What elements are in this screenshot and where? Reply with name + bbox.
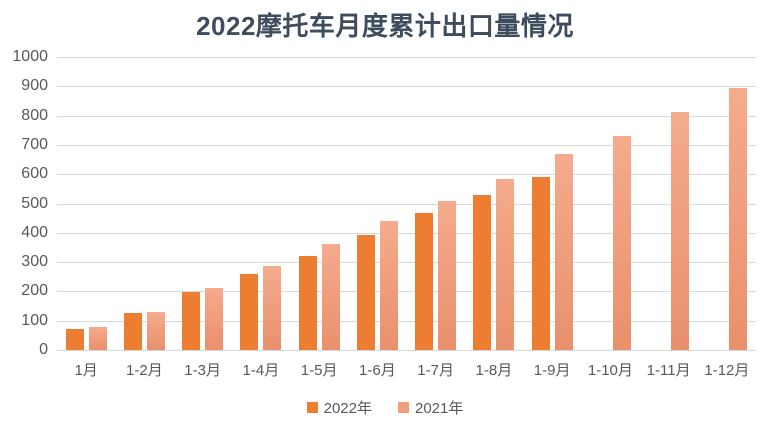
gridline-100 bbox=[57, 320, 756, 322]
gridline-600 bbox=[57, 174, 756, 176]
x-axis-label-1-9月: 1-9月 bbox=[533, 362, 571, 379]
gridline-300 bbox=[57, 262, 756, 264]
y-axis-label-1000: 1000 bbox=[12, 48, 48, 65]
bar-2021年-1-4月 bbox=[263, 265, 282, 350]
bar-2022年-1-2月 bbox=[123, 313, 142, 350]
x-axis-label-1-6月: 1-6月 bbox=[359, 362, 396, 379]
x-axis-label-1-2月: 1-2月 bbox=[126, 362, 163, 379]
y-axis-label-200: 200 bbox=[21, 282, 48, 300]
legend: 2022年 2021年 bbox=[0, 397, 770, 418]
legend-label-2021年: 2021年 bbox=[415, 400, 464, 417]
bar-2022年-1-5月 bbox=[298, 255, 317, 350]
plot-area bbox=[57, 57, 756, 351]
gridline-400 bbox=[57, 232, 756, 234]
bar-2022年-1-3月 bbox=[182, 291, 201, 350]
legend-swatch-2021年 bbox=[398, 402, 409, 413]
bar-2022年-1-8月 bbox=[473, 195, 492, 350]
y-axis-label-800: 800 bbox=[21, 106, 48, 124]
bar-2021年-1-7月 bbox=[438, 200, 457, 350]
legend-swatch-2022年 bbox=[306, 402, 318, 413]
y-axis-label-0: 0 bbox=[39, 341, 48, 358]
bar-2022年-1-7月 bbox=[415, 212, 434, 350]
x-axis-label-1-10月: 1-10月 bbox=[587, 362, 633, 379]
bar-2021年-1-11月 bbox=[671, 111, 690, 350]
gridline-800 bbox=[57, 115, 756, 117]
x-axis-label-1-4月: 1-4月 bbox=[242, 362, 280, 379]
x-axis-label-1-11月: 1-11月 bbox=[646, 362, 691, 379]
gridline-700 bbox=[57, 144, 756, 146]
bar-2021年-1-12月 bbox=[729, 87, 748, 350]
legend-entry-2021年: 2021年 bbox=[398, 397, 463, 418]
bar-2022年-1-9月 bbox=[531, 177, 550, 350]
bar-2021年-1-6月 bbox=[379, 221, 398, 350]
legend-entry-2022年: 2022年 bbox=[306, 397, 372, 418]
y-axis-label-500: 500 bbox=[21, 194, 48, 212]
x-axis-label-1-12月: 1-12月 bbox=[704, 362, 750, 379]
x-axis-label-1-3月: 1-3月 bbox=[184, 362, 221, 379]
gridline-0 bbox=[57, 350, 756, 351]
legend-label-2022年: 2022年 bbox=[323, 400, 372, 417]
bar-2021年-1-9月 bbox=[554, 153, 573, 350]
gridline-900 bbox=[57, 86, 756, 88]
y-axis-label-700: 700 bbox=[21, 135, 48, 153]
y-axis-label-600: 600 bbox=[21, 165, 48, 183]
bar-2021年-1-3月 bbox=[205, 288, 224, 350]
x-axis-label-1月: 1月 bbox=[74, 362, 98, 379]
bar-2021年-1-8月 bbox=[496, 179, 515, 350]
bar-2021年-1-10月 bbox=[612, 135, 631, 350]
gridline-500 bbox=[57, 203, 756, 205]
y-axis-label-900: 900 bbox=[21, 77, 48, 95]
bar-2022年-1-6月 bbox=[356, 234, 375, 350]
bar-2022年-1月 bbox=[65, 328, 84, 350]
x-axis-label-1-5月: 1-5月 bbox=[300, 362, 338, 379]
x-axis-label-1-7月: 1-7月 bbox=[417, 362, 454, 379]
bar-2021年-1-5月 bbox=[321, 243, 340, 350]
chart-title: 2022摩托车月度累计出口量情况 bbox=[196, 11, 574, 41]
bar-2021年-1-2月 bbox=[146, 311, 165, 350]
y-axis-label-300: 300 bbox=[21, 253, 48, 271]
bar-2022年-1-4月 bbox=[240, 273, 259, 350]
y-axis-label-100: 100 bbox=[21, 311, 48, 329]
bar-2021年-1月 bbox=[88, 326, 107, 350]
x-axis-label-1-8月: 1-8月 bbox=[475, 362, 513, 379]
gridline-1000 bbox=[57, 57, 756, 58]
y-axis-label-400: 400 bbox=[21, 223, 48, 241]
gridline-200 bbox=[57, 291, 756, 293]
